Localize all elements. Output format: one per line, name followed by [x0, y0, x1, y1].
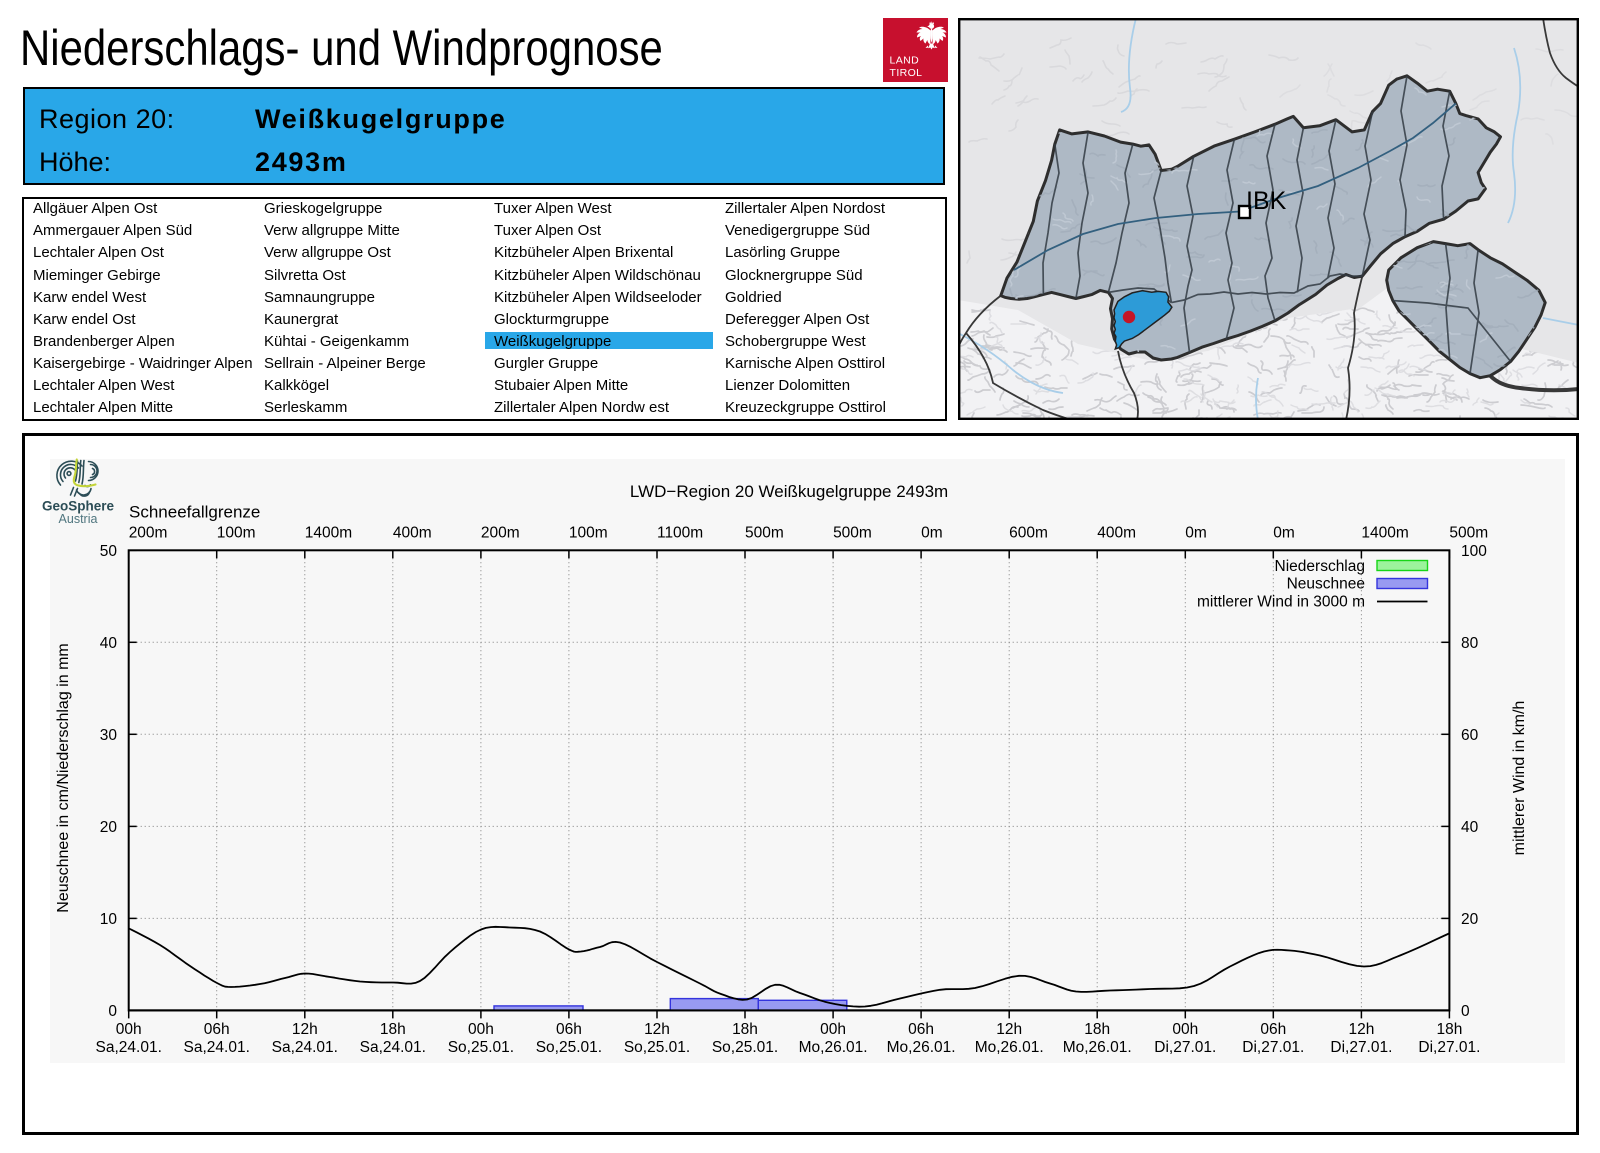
svg-text:18h: 18h	[1436, 1021, 1462, 1038]
svg-text:12h: 12h	[644, 1021, 670, 1038]
svg-text:200m: 200m	[481, 525, 520, 542]
svg-text:Neuschnee: Neuschnee	[1287, 576, 1365, 593]
svg-text:500m: 500m	[1449, 525, 1488, 542]
svg-text:400m: 400m	[1097, 525, 1136, 542]
svg-text:LWD−Region 20 Weißkugelgruppe: LWD−Region 20 Weißkugelgruppe 2493m	[630, 482, 948, 501]
svg-text:Di,27.01.: Di,27.01.	[1330, 1039, 1392, 1056]
svg-text:Mo,26.01.: Mo,26.01.	[975, 1039, 1044, 1056]
svg-text:Austria: Austria	[59, 512, 98, 526]
svg-text:200m: 200m	[129, 525, 168, 542]
svg-text:Mo,26.01.: Mo,26.01.	[1063, 1039, 1132, 1056]
svg-text:20: 20	[1461, 911, 1479, 928]
svg-text:0: 0	[1461, 1003, 1470, 1020]
svg-text:mittlerer Wind in km/h: mittlerer Wind in km/h	[1511, 701, 1528, 856]
svg-text:100m: 100m	[217, 525, 256, 542]
svg-text:So,25.01.: So,25.01.	[712, 1039, 778, 1056]
svg-text:GeoSphere: GeoSphere	[42, 499, 115, 514]
svg-text:06h: 06h	[556, 1021, 582, 1038]
svg-text:40: 40	[100, 635, 118, 652]
svg-text:06h: 06h	[1260, 1021, 1286, 1038]
svg-text:18h: 18h	[1084, 1021, 1110, 1038]
svg-text:100m: 100m	[569, 525, 608, 542]
svg-text:40: 40	[1461, 819, 1479, 836]
svg-text:Mo,26.01.: Mo,26.01.	[799, 1039, 868, 1056]
svg-text:50: 50	[100, 543, 118, 560]
svg-text:Niederschlag: Niederschlag	[1275, 558, 1365, 575]
svg-text:Di,27.01.: Di,27.01.	[1418, 1039, 1480, 1056]
svg-text:00h: 00h	[820, 1021, 846, 1038]
svg-text:0m: 0m	[921, 525, 943, 542]
svg-text:00h: 00h	[468, 1021, 494, 1038]
svg-text:12h: 12h	[996, 1021, 1022, 1038]
svg-text:500m: 500m	[745, 525, 784, 542]
svg-text:1100m: 1100m	[657, 525, 703, 542]
svg-text:30: 30	[100, 727, 118, 744]
svg-text:Sa,24.01.: Sa,24.01.	[360, 1039, 426, 1056]
svg-text:Neuschnee in cm/Niederschlag i: Neuschnee in cm/Niederschlag in mm	[55, 643, 72, 912]
svg-text:1400m: 1400m	[305, 525, 352, 542]
svg-text:LAND: LAND	[890, 55, 920, 67]
svg-text:18h: 18h	[732, 1021, 758, 1038]
svg-text:0: 0	[108, 1003, 117, 1020]
svg-text:06h: 06h	[908, 1021, 934, 1038]
svg-text:1400m: 1400m	[1361, 525, 1408, 542]
svg-text:00h: 00h	[116, 1021, 142, 1038]
svg-text:Mo,26.01.: Mo,26.01.	[887, 1039, 956, 1056]
svg-text:0m: 0m	[1185, 525, 1207, 542]
svg-text:12h: 12h	[292, 1021, 318, 1038]
svg-text:Schneefallgrenze: Schneefallgrenze	[129, 503, 260, 522]
svg-text:Sa,24.01.: Sa,24.01.	[184, 1039, 250, 1056]
svg-text:06h: 06h	[204, 1021, 230, 1038]
svg-text:Sa,24.01.: Sa,24.01.	[272, 1039, 338, 1056]
svg-text:100: 100	[1461, 543, 1487, 560]
svg-text:10: 10	[100, 911, 118, 928]
svg-text:60: 60	[1461, 727, 1479, 744]
svg-text:Di,27.01.: Di,27.01.	[1154, 1039, 1216, 1056]
svg-text:80: 80	[1461, 635, 1479, 652]
svg-text:Sa,24.01.: Sa,24.01.	[96, 1039, 162, 1056]
svg-text:18h: 18h	[380, 1021, 406, 1038]
svg-text:12h: 12h	[1348, 1021, 1374, 1038]
svg-text:So,25.01.: So,25.01.	[536, 1039, 602, 1056]
svg-text:So,25.01.: So,25.01.	[624, 1039, 690, 1056]
svg-text:00h: 00h	[1172, 1021, 1198, 1038]
svg-text:IBK: IBK	[1246, 187, 1287, 215]
svg-text:mittlerer Wind in 3000 m: mittlerer Wind in 3000 m	[1197, 594, 1365, 611]
svg-text:Di,27.01.: Di,27.01.	[1242, 1039, 1304, 1056]
svg-text:TIROL: TIROL	[890, 67, 923, 79]
svg-text:400m: 400m	[393, 525, 432, 542]
svg-text:500m: 500m	[833, 525, 872, 542]
svg-text:So,25.01.: So,25.01.	[448, 1039, 514, 1056]
svg-text:600m: 600m	[1009, 525, 1048, 542]
svg-text:0m: 0m	[1273, 525, 1295, 542]
svg-text:20: 20	[100, 819, 118, 836]
